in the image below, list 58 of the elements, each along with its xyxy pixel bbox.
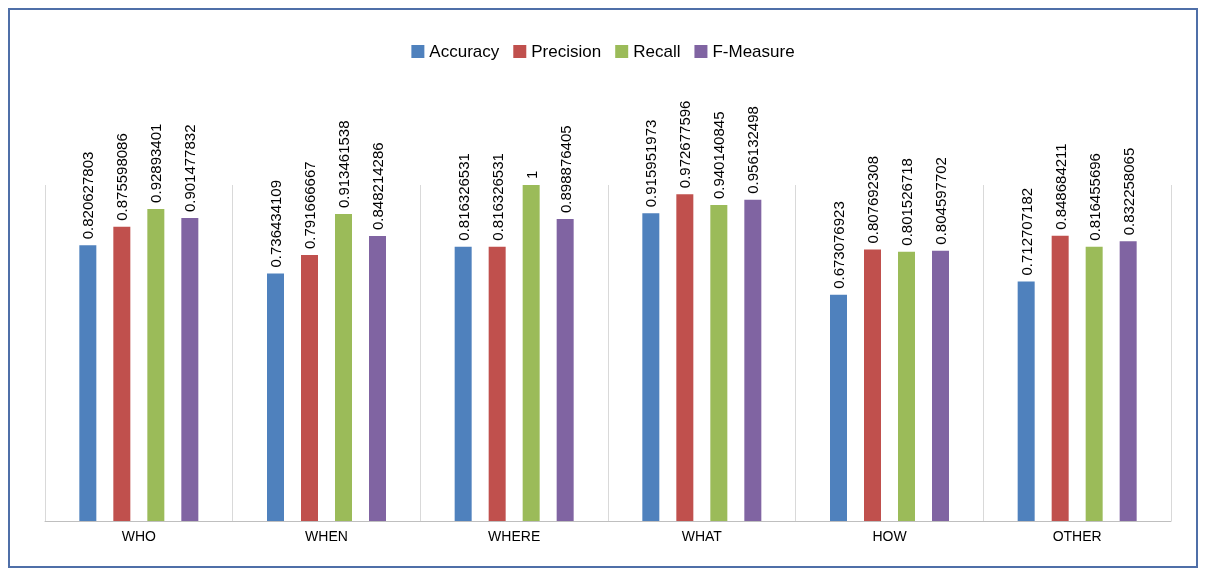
data-label: 1 xyxy=(522,170,540,179)
bar xyxy=(830,294,847,521)
data-label: 0.898876405 xyxy=(556,125,574,213)
data-label: 0.901477832 xyxy=(181,124,199,213)
data-label: 0.832258065 xyxy=(1119,147,1137,236)
bar xyxy=(335,214,352,521)
data-label: 0.816326531 xyxy=(488,153,506,241)
bar xyxy=(113,226,131,521)
bar xyxy=(369,236,386,521)
bar xyxy=(267,273,284,521)
bar xyxy=(181,218,199,521)
bar xyxy=(642,213,660,521)
bar xyxy=(454,246,472,521)
data-label: 0.820627803 xyxy=(79,151,97,240)
data-label: 0.875598086 xyxy=(113,133,131,221)
x-tick-label: WHEN xyxy=(305,528,348,544)
bar xyxy=(556,218,574,521)
data-label: 0.92893401 xyxy=(147,123,165,203)
data-label: 0.816455696 xyxy=(1085,153,1103,241)
x-tick-label: OTHER xyxy=(1052,528,1102,544)
bar xyxy=(1085,246,1103,521)
bar xyxy=(676,194,694,521)
data-label: 0.673076923 xyxy=(830,201,847,289)
data-label: 0.940140845 xyxy=(710,111,728,200)
bar xyxy=(1119,241,1137,521)
legend-label: Recall xyxy=(633,42,681,61)
bar xyxy=(1051,235,1069,521)
bar xyxy=(710,205,728,521)
bar xyxy=(301,255,318,521)
bar xyxy=(898,251,915,521)
legend-label: F-Measure xyxy=(712,42,795,61)
data-label: 0.712707182 xyxy=(1017,187,1035,276)
bar xyxy=(488,246,506,521)
bar xyxy=(147,208,165,521)
bar xyxy=(744,199,762,521)
bar xyxy=(79,245,97,521)
bar xyxy=(1017,281,1035,521)
x-tick-label: WHERE xyxy=(488,528,541,544)
data-label: 0.913461538 xyxy=(335,120,352,209)
x-tick-label: WHO xyxy=(121,528,157,544)
data-label: 0.736434109 xyxy=(267,179,284,268)
data-label: 0.956132498 xyxy=(744,106,762,194)
bar xyxy=(932,250,949,521)
data-label: 0.791666667 xyxy=(301,161,318,249)
data-label: 0.804597702 xyxy=(932,157,949,245)
data-label: 0.915951973 xyxy=(642,119,660,208)
data-label: 0.848684211 xyxy=(1051,143,1069,230)
data-label: 0.848214286 xyxy=(369,142,386,230)
legend-label: Accuracy xyxy=(429,42,500,61)
data-label: 0.807692308 xyxy=(864,156,881,244)
data-label: 0.816326531 xyxy=(454,153,472,241)
legend-label: Precision xyxy=(531,42,602,61)
bar xyxy=(864,249,881,521)
x-tick-label: WHAT xyxy=(681,528,723,544)
data-label: 0.801526718 xyxy=(898,158,915,246)
data-label: 0.972677596 xyxy=(676,100,694,189)
bar xyxy=(522,185,540,521)
x-tick-label: HOW xyxy=(872,528,908,544)
